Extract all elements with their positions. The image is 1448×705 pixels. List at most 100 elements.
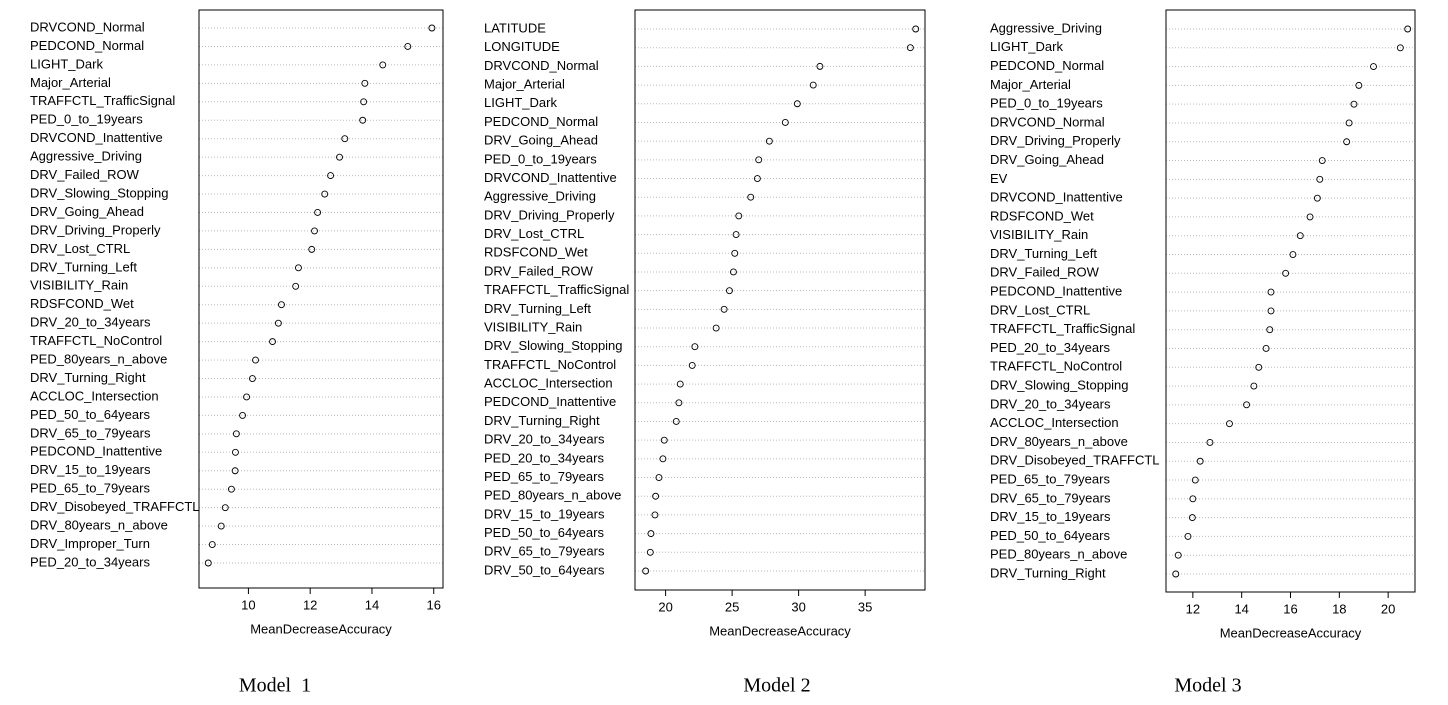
point xyxy=(647,530,655,538)
model-caption: Model 1 xyxy=(239,675,311,697)
category-label: PEDCOND_Inattentive xyxy=(484,394,616,409)
category-label: PED_50_to_64years xyxy=(30,407,150,422)
category-label: PED_65_to_79years xyxy=(30,481,150,496)
category-label: VISIBILITY_Rain xyxy=(484,319,582,334)
category-label: DRV_Going_Ahead xyxy=(990,152,1104,167)
category-label: PED_20_to_34years xyxy=(484,450,604,465)
category-label: RDSFCOND_Wet xyxy=(990,208,1094,223)
category-label: DRV_Improper_Turn xyxy=(30,536,150,551)
category-label: PED_80years_n_above xyxy=(30,352,167,367)
category-label: DRV_20_to_34years xyxy=(484,432,605,447)
category-label: Aggressive_Driving xyxy=(484,189,596,204)
category-label: ACCLOC_Intersection xyxy=(30,388,159,403)
point xyxy=(248,375,256,382)
point xyxy=(1404,25,1412,33)
category-label: PEDCOND_Inattentive xyxy=(990,284,1122,299)
category-label: DRVCOND_Inattentive xyxy=(990,190,1123,205)
x-tick-label: 10 xyxy=(241,597,255,612)
point xyxy=(1184,532,1192,540)
point xyxy=(1189,495,1197,503)
point xyxy=(231,448,239,456)
category-label: PEDCOND_Normal xyxy=(484,114,598,129)
point xyxy=(725,287,733,295)
point xyxy=(359,116,367,124)
category-label: Aggressive_Driving xyxy=(990,20,1102,35)
point xyxy=(691,343,699,351)
category-label: DRV_80years_n_above xyxy=(30,518,168,533)
category-label: TRAFFCTL_TrafficSignal xyxy=(30,93,175,108)
point xyxy=(1345,119,1353,127)
category-label: DRV_Turning_Left xyxy=(484,301,591,316)
point xyxy=(747,193,755,201)
x-tick-label: 30 xyxy=(791,599,805,614)
category-label: DRV_Driving_Properly xyxy=(30,222,161,237)
category-label: PED_80years_n_above xyxy=(484,488,621,503)
point xyxy=(379,61,387,69)
category-label: DRV_65_to_79years xyxy=(30,425,151,440)
category-label: DRV_Disobeyed_TRAFFCTL xyxy=(30,499,200,514)
point xyxy=(221,504,229,512)
point xyxy=(278,301,285,309)
point xyxy=(1266,326,1274,334)
point xyxy=(1296,232,1304,240)
point xyxy=(1174,551,1182,559)
point xyxy=(1313,194,1321,202)
category-label: DRV_Failed_ROW xyxy=(484,263,594,278)
category-label: RDSFCOND_Wet xyxy=(484,245,588,260)
category-label: DRV_Turning_Right xyxy=(30,370,146,385)
point xyxy=(252,356,259,364)
category-label: Major_Arterial xyxy=(484,77,565,92)
category-label: DRV_20_to_34years xyxy=(990,396,1111,411)
point xyxy=(1196,457,1204,465)
category-label: PED_0_to_19years xyxy=(484,151,597,166)
point xyxy=(672,418,680,425)
category-label: DRV_15_to_19years xyxy=(990,509,1111,524)
point xyxy=(676,380,684,388)
point xyxy=(1267,307,1275,315)
category-label: DRV_Driving_Properly xyxy=(484,207,615,222)
category-label: DRVCOND_Inattentive xyxy=(484,170,617,185)
category-label: PEDCOND_Normal xyxy=(990,58,1104,73)
point xyxy=(314,209,322,216)
point xyxy=(688,361,696,369)
point xyxy=(651,511,659,519)
category-label: PED_0_to_19years xyxy=(30,112,143,127)
point xyxy=(232,430,240,438)
point xyxy=(906,44,914,52)
category-label: PED_0_to_19years xyxy=(990,96,1103,111)
point xyxy=(336,153,343,161)
point xyxy=(1318,157,1326,165)
point xyxy=(361,79,369,87)
category-label: PED_20_to_34years xyxy=(30,554,150,569)
category-label: RDSFCOND_Wet xyxy=(30,296,134,311)
point xyxy=(1282,269,1290,277)
point xyxy=(1289,251,1297,258)
point xyxy=(341,135,349,143)
point xyxy=(659,455,667,463)
category-label: TRAFFCTL_NoControl xyxy=(484,357,616,372)
category-label: VISIBILITY_Rain xyxy=(30,278,128,293)
x-tick-label: 14 xyxy=(1234,601,1248,616)
category-label: LIGHT_Dark xyxy=(30,56,103,71)
category-label: LIGHT_Dark xyxy=(484,95,557,110)
category-label: DRV_50_to_64years xyxy=(484,562,605,577)
category-label: DRV_15_to_19years xyxy=(484,506,605,521)
category-label: EV xyxy=(990,171,1008,186)
point xyxy=(204,559,212,567)
category-label: DRV_Turning_Right xyxy=(990,565,1106,580)
category-label: DRV_Slowing_Stopping xyxy=(30,185,169,200)
point xyxy=(912,25,920,33)
point xyxy=(217,522,225,530)
point xyxy=(1355,81,1363,89)
category-label: DRV_20_to_34years xyxy=(30,315,151,330)
point xyxy=(1172,570,1180,578)
category-label: TRAFFCTL_NoControl xyxy=(30,333,162,348)
x-tick-label: 16 xyxy=(1283,601,1297,616)
point xyxy=(311,227,318,235)
category-label: DRV_Turning_Left xyxy=(990,246,1097,261)
point xyxy=(1396,44,1404,52)
category-label: LIGHT_Dark xyxy=(990,39,1063,54)
point xyxy=(295,264,302,272)
point xyxy=(269,338,276,346)
category-label: TRAFFCTL_TrafficSignal xyxy=(990,321,1135,336)
